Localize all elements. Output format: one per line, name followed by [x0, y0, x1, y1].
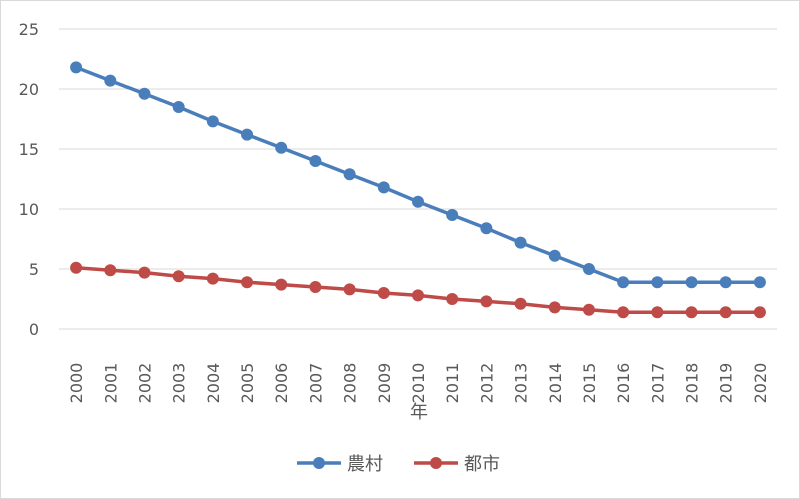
y-tick-label: 5	[29, 260, 39, 279]
series-line	[75, 65, 760, 284]
data-point	[651, 306, 664, 319]
x-tick-label: 2005	[238, 363, 257, 404]
data-point	[104, 264, 117, 277]
x-tick-label: 2008	[341, 363, 360, 404]
data-point	[719, 276, 732, 289]
y-tick-label: 20	[19, 80, 39, 99]
data-point	[514, 297, 527, 310]
x-tick-label: 2009	[375, 363, 394, 404]
gridlines	[59, 28, 777, 330]
data-point	[138, 87, 151, 100]
data-point	[377, 287, 390, 299]
x-tick-label: 2011	[443, 363, 462, 404]
x-tick-label: 2012	[477, 363, 496, 404]
legend-swatch-marker	[313, 457, 325, 469]
data-point	[172, 270, 185, 283]
series-都市	[70, 261, 766, 319]
x-tick-label: 2010	[409, 363, 428, 404]
data-point	[241, 276, 254, 289]
data-point	[514, 236, 527, 249]
y-tick-label: 25	[19, 20, 39, 39]
data-point	[582, 263, 595, 275]
legend: 農村 都市	[297, 454, 500, 475]
data-point	[651, 276, 664, 289]
x-tick-label: 2007	[306, 363, 325, 404]
data-point	[753, 276, 766, 289]
series-農村	[70, 61, 766, 289]
x-tick-label: 2016	[614, 363, 633, 404]
data-point	[343, 168, 356, 181]
data-point	[617, 276, 630, 289]
data-point	[548, 301, 561, 314]
data-point	[753, 306, 766, 319]
data-point	[206, 115, 219, 128]
x-tick-label: 2002	[135, 363, 154, 404]
legend-item-都市: 都市	[414, 454, 500, 475]
legend-label: 都市	[464, 454, 500, 475]
x-tick-label: 2003	[170, 363, 189, 404]
y-tick-label: 15	[19, 140, 39, 159]
data-point	[685, 276, 698, 289]
x-tick-label: 2017	[648, 363, 667, 404]
data-point	[446, 209, 459, 221]
data-point	[548, 249, 561, 262]
data-point	[172, 101, 185, 113]
data-point	[685, 306, 698, 319]
data-point	[446, 293, 459, 305]
series-group	[70, 61, 766, 319]
data-point	[719, 306, 732, 319]
x-tick-label: 2013	[512, 363, 531, 404]
data-point	[412, 195, 424, 208]
y-tick-label: 10	[19, 200, 39, 219]
data-point	[275, 141, 288, 154]
legend-item-農村: 農村	[297, 454, 383, 475]
data-point	[104, 74, 117, 87]
data-point	[412, 289, 424, 302]
x-tick-label: 2014	[546, 363, 565, 404]
x-axis-label: 年	[410, 402, 428, 423]
data-point	[309, 281, 322, 293]
data-point	[480, 295, 493, 308]
x-tick-label: 2004	[204, 363, 223, 404]
y-tick-label: 0	[29, 320, 39, 339]
data-point	[206, 272, 219, 285]
x-tick-label: 2018	[683, 363, 702, 404]
data-point	[241, 128, 254, 141]
data-point	[617, 306, 630, 319]
legend-label: 農村	[347, 454, 383, 475]
data-point	[70, 61, 83, 74]
data-point	[70, 261, 83, 274]
data-point	[309, 155, 322, 167]
x-tick-label: 2000	[67, 363, 86, 404]
x-tick-label: 2019	[717, 363, 736, 404]
x-tick-label: 2001	[101, 363, 120, 404]
data-point	[275, 278, 288, 291]
data-point	[138, 266, 151, 279]
x-tick-label: 2015	[580, 363, 599, 404]
data-point	[377, 181, 390, 194]
data-point	[582, 303, 595, 316]
x-tick-label: 2006	[272, 363, 291, 404]
y-axis-ticks: 0 5 10 15 20 25	[19, 20, 39, 339]
data-point	[480, 222, 493, 235]
x-axis-ticks: 2000 2001 2002 2003 2004 2005 2006 2007 2008 2009…	[67, 363, 770, 404]
x-tick-label: 2020	[751, 363, 770, 404]
data-point	[343, 283, 356, 296]
legend-swatch-marker	[430, 457, 442, 469]
